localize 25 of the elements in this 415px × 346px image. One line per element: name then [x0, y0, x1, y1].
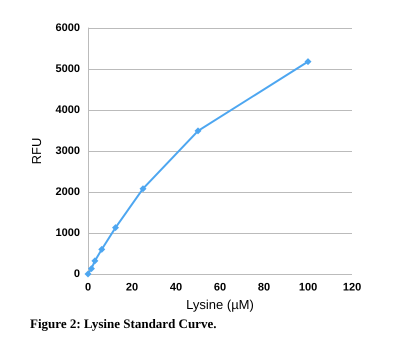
point [112, 224, 119, 232]
y-tick-label: 2000 [56, 186, 80, 198]
x-tick-label: 120 [342, 282, 362, 294]
y-tick-label: 6000 [56, 22, 80, 34]
point [304, 58, 312, 66]
y-tick-label: 4000 [56, 104, 80, 116]
point [88, 265, 95, 272]
point [194, 127, 202, 134]
point [98, 246, 106, 253]
y-tick-label: 5000 [56, 63, 80, 75]
point [91, 257, 98, 264]
y-axis-title: RFU [29, 138, 44, 164]
y-tick-label: 1000 [56, 227, 80, 239]
x-tick-label: 100 [298, 282, 318, 294]
x-axis-title: Lysine (µM) [186, 296, 254, 312]
x-tick-label: 60 [214, 282, 226, 294]
x-tick-label: 0 [84, 282, 92, 294]
point [84, 270, 92, 278]
x-tick-label: 40 [170, 282, 182, 294]
x-tick-label: 20 [126, 282, 138, 294]
x-tick-label: 80 [258, 282, 270, 294]
y-tick-label: 3000 [56, 145, 80, 157]
y-tick-label: 0 [74, 268, 80, 280]
caption: Figure 2: Lysine Standard Curve. [30, 316, 216, 331]
point [140, 185, 146, 192]
